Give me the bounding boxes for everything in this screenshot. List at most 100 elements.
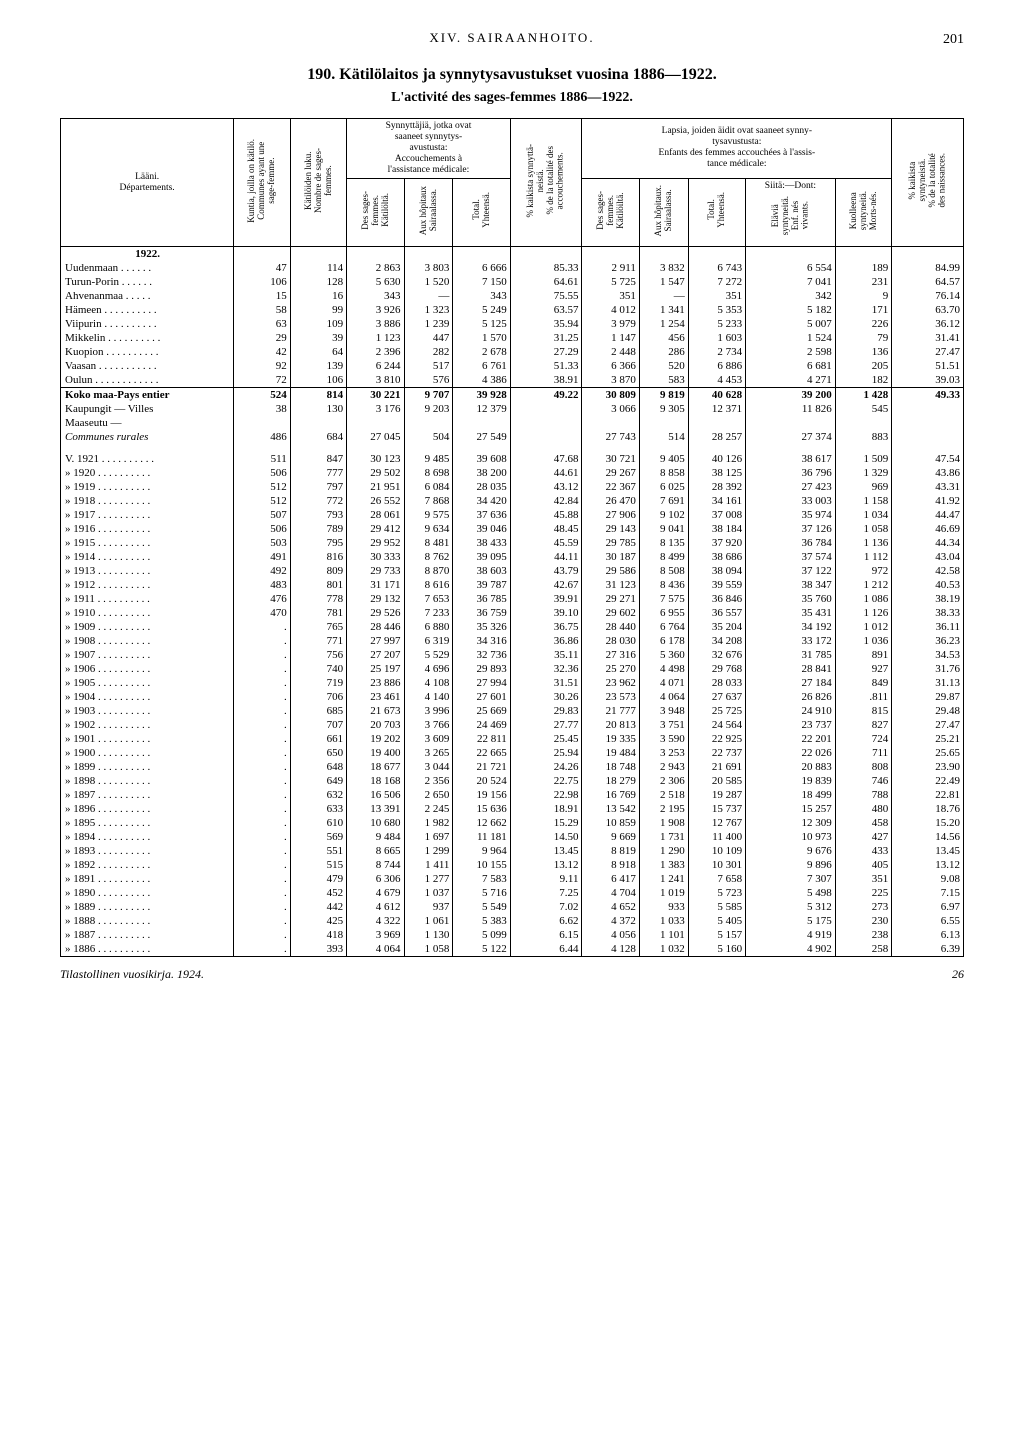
cell: 8 762: [404, 550, 453, 564]
cell: 972: [835, 564, 891, 578]
cell: 9 102: [639, 508, 688, 522]
row-label: » 1912 . . . . . . . . . .: [61, 578, 234, 592]
cell: 492: [234, 564, 290, 578]
cell: 39.03: [892, 373, 964, 388]
cell: 84.99: [892, 261, 964, 275]
row-label: » 1905 . . . . . . . . . .: [61, 676, 234, 690]
cell: 632: [290, 788, 346, 802]
cell: 5 383: [453, 914, 510, 928]
cell: 3 253: [639, 746, 688, 760]
cell: 816: [290, 550, 346, 564]
cell: 452: [290, 886, 346, 900]
cell: [453, 416, 510, 430]
cell: 34 208: [688, 634, 745, 648]
cell: 7.25: [510, 886, 582, 900]
cell: [688, 416, 745, 430]
year-heading-row: 1922.: [61, 247, 964, 262]
cell: 35.11: [510, 648, 582, 662]
cell: 2 678: [453, 345, 510, 359]
cell: 1 411: [404, 858, 453, 872]
cell: 797: [290, 480, 346, 494]
cell: 8 616: [404, 578, 453, 592]
row-label: Hämeen . . . . . . . . . .: [61, 303, 234, 317]
cell: 25.65: [892, 746, 964, 760]
cell: 27.47: [892, 345, 964, 359]
cell: 46.69: [892, 522, 964, 536]
cell: 28 030: [582, 634, 639, 648]
row-label: » 1899 . . . . . . . . . .: [61, 760, 234, 774]
row-label: » 1907 . . . . . . . . . .: [61, 648, 234, 662]
cell: 31.76: [892, 662, 964, 676]
table-row: » 1895 . . . . . . . . . ..61010 6801 98…: [61, 816, 964, 830]
cell: .: [234, 746, 290, 760]
cell: 746: [835, 774, 891, 788]
cell: 491: [234, 550, 290, 564]
table-row: Oulun . . . . . . . . . . . .721063 8105…: [61, 373, 964, 388]
cell: 4 012: [582, 303, 639, 317]
cell: 27 045: [347, 430, 404, 444]
cell: 38 094: [688, 564, 745, 578]
cell: 26 470: [582, 494, 639, 508]
cell: 1 036: [835, 634, 891, 648]
cell: 22 201: [746, 732, 836, 746]
table-header: Lääni. Départements. Kuntia, joilla on k…: [61, 119, 964, 247]
cell: 808: [835, 760, 891, 774]
cell: 7 307: [746, 872, 836, 886]
cell: 3 948: [639, 704, 688, 718]
cell: 39.10: [510, 606, 582, 620]
cell: 22 811: [453, 732, 510, 746]
cell: 756: [290, 648, 346, 662]
cell: 34.53: [892, 648, 964, 662]
cell: 18 499: [746, 788, 836, 802]
cell: 43.79: [510, 564, 582, 578]
cell: 21 691: [688, 760, 745, 774]
table-row: » 1916 . . . . . . . . . .50678929 4129 …: [61, 522, 964, 536]
cell: .: [234, 858, 290, 872]
cell: 12 371: [688, 402, 745, 416]
cell: 36.11: [892, 620, 964, 634]
cell: 38 617: [746, 452, 836, 466]
row-label: Kuopion . . . . . . . . . .: [61, 345, 234, 359]
cell: 25 725: [688, 704, 745, 718]
cell: 480: [835, 802, 891, 816]
col-kuntia: Kuntia, joilla on kätilö. Communes ayant…: [234, 119, 290, 247]
cell: 21 777: [582, 704, 639, 718]
cell: 36 759: [453, 606, 510, 620]
cell: 506: [234, 522, 290, 536]
cell: 847: [290, 452, 346, 466]
cell: 1 982: [404, 816, 453, 830]
cell: 6.97: [892, 900, 964, 914]
cell: 29 502: [347, 466, 404, 480]
cell: 20 703: [347, 718, 404, 732]
table-row: Maaseutu —: [61, 416, 964, 430]
cell: 25 669: [453, 704, 510, 718]
table-row: » 1891 . . . . . . . . . ..4796 3061 277…: [61, 872, 964, 886]
cell: 8 499: [639, 550, 688, 564]
cell: 19 335: [582, 732, 639, 746]
cell: 3 886: [347, 317, 404, 331]
cell: 39 559: [688, 578, 745, 592]
cell: 2 734: [688, 345, 745, 359]
table-row: » 1917 . . . . . . . . . .50779328 0619 …: [61, 508, 964, 522]
cell: 7 041: [746, 275, 836, 289]
cell: 6 417: [582, 872, 639, 886]
cell: 16: [290, 289, 346, 303]
cell: 130: [290, 402, 346, 416]
cell: 51.33: [510, 359, 582, 373]
row-label: » 1893 . . . . . . . . . .: [61, 844, 234, 858]
cell: 6.15: [510, 928, 582, 942]
row-label: » 1909 . . . . . . . . . .: [61, 620, 234, 634]
col-katilolta-1: Des sages- femmes. Kätilöltä.: [347, 178, 404, 246]
cell: 19 484: [582, 746, 639, 760]
cell: 9 669: [582, 830, 639, 844]
cell: 36 846: [688, 592, 745, 606]
cell: 225: [835, 886, 891, 900]
col-yhteensa-2: Total. Yhteensä.: [688, 178, 745, 246]
cell: 29 132: [347, 592, 404, 606]
cell: .: [234, 900, 290, 914]
cell: 31.25: [510, 331, 582, 345]
row-label: » 1895 . . . . . . . . . .: [61, 816, 234, 830]
cell: 36.75: [510, 620, 582, 634]
cell: 29 768: [688, 662, 745, 676]
cell: 27 316: [582, 648, 639, 662]
